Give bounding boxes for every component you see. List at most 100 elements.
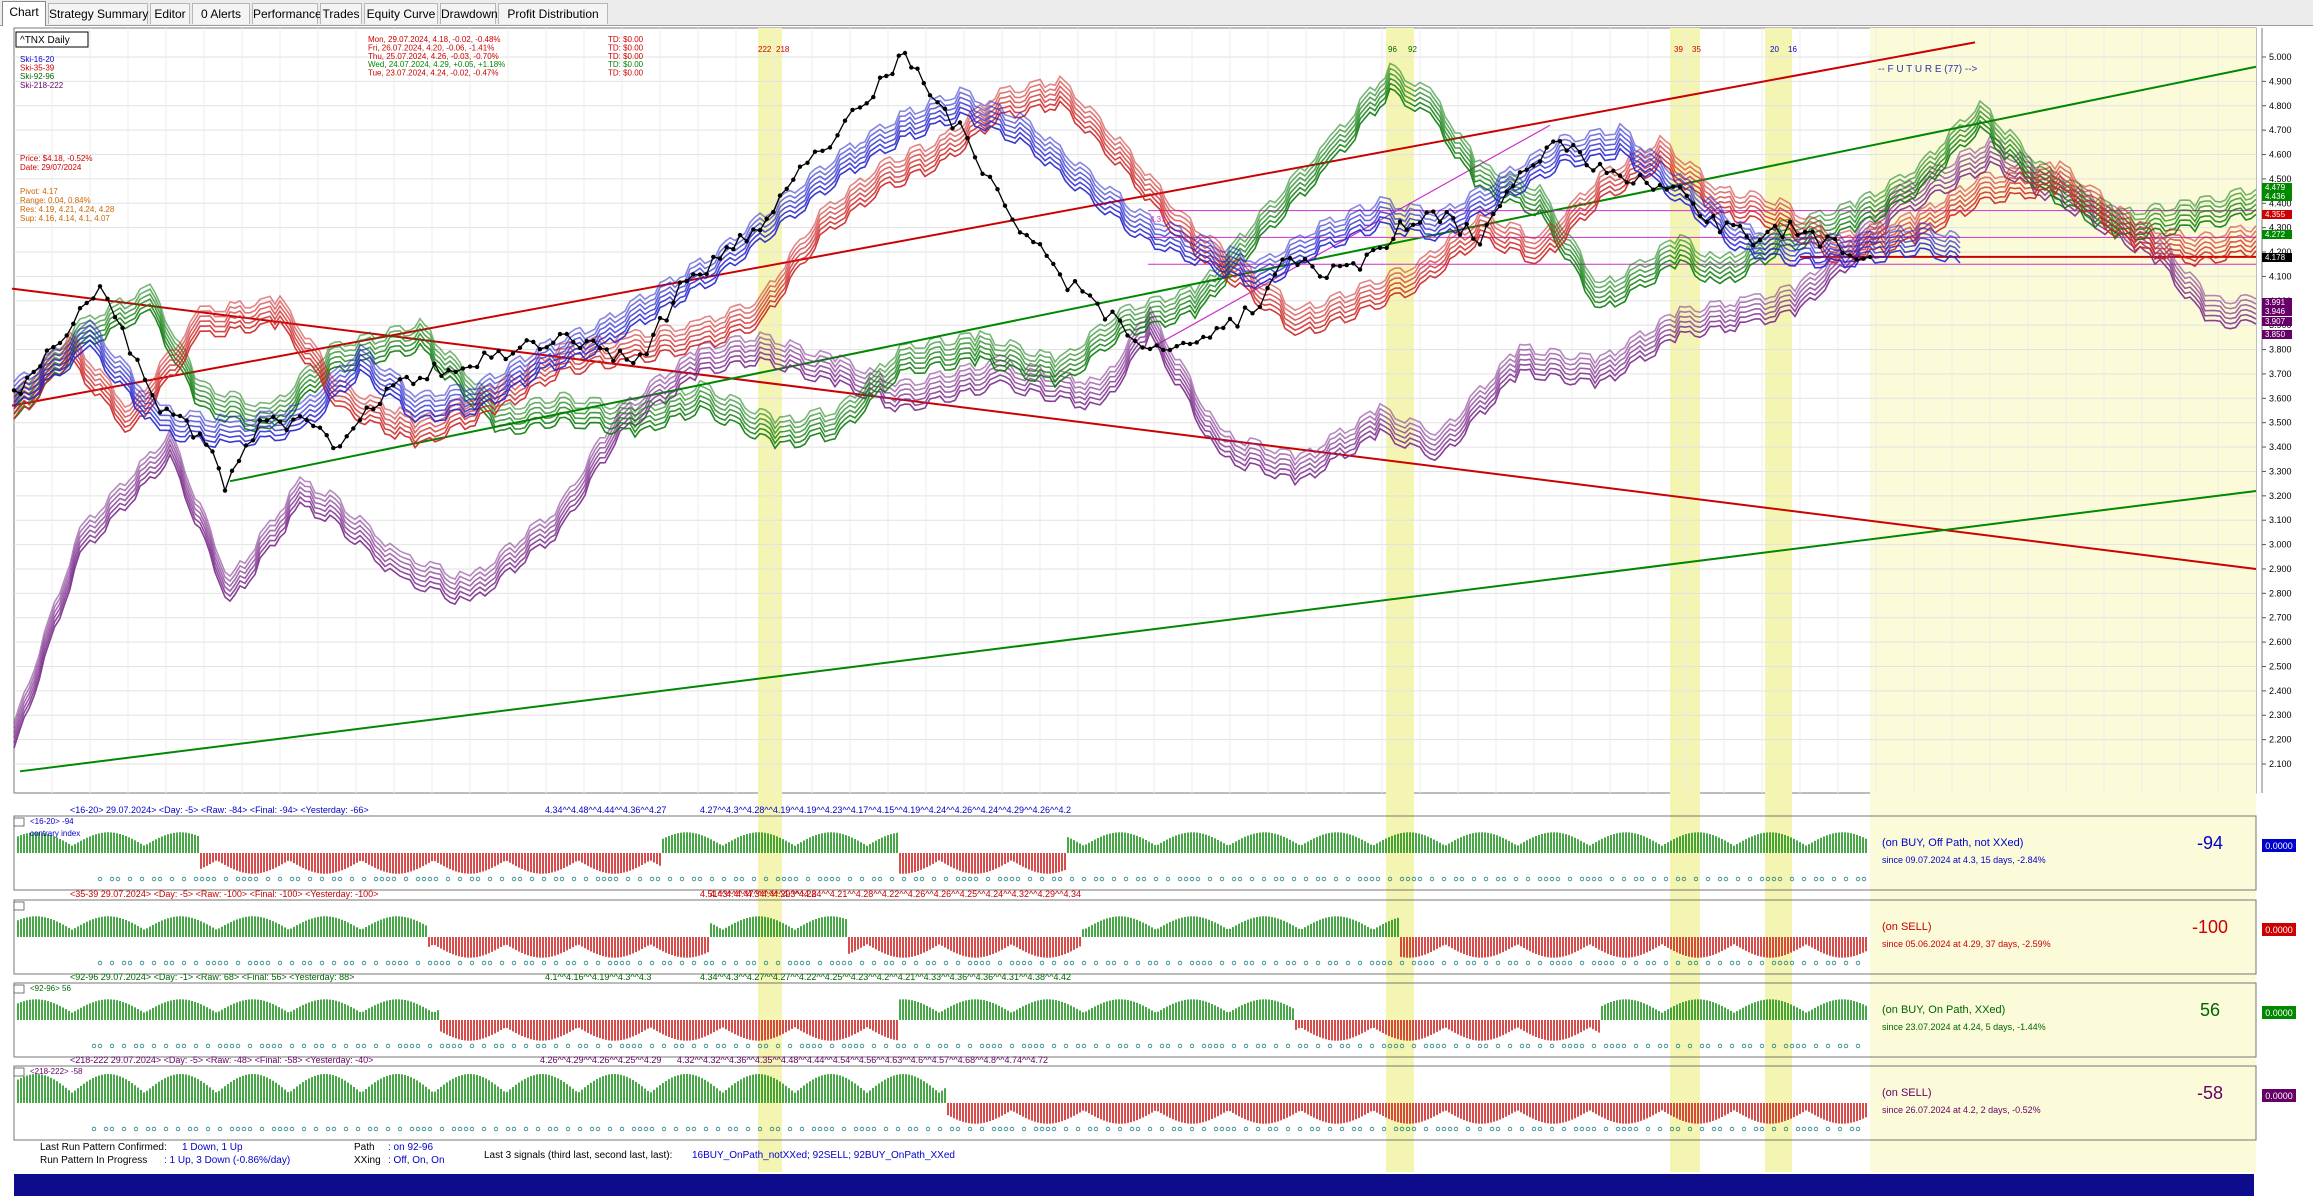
y-tick-label: 4.900 — [2269, 76, 2292, 86]
price-tag — [2262, 307, 2292, 316]
price-tag — [2262, 253, 2292, 262]
price-tag-label: 3.907 — [2265, 317, 2286, 326]
price-tag — [2262, 317, 2292, 326]
cycle-marker: 20 — [1770, 45, 1779, 54]
price-axis: 5.000 4.900 4.800 4.700 4.600 4.500 4.400 4.300… — [2261, 28, 2292, 793]
panel-header: <16-20> 29.07.2024> <Day: -5> <Raw: -84>… — [70, 805, 369, 815]
panel-since: since 09.07.2024 at 4.3, 15 days, -2.84% — [1882, 855, 2046, 865]
y-tick-label: 3.700 — [2269, 369, 2292, 379]
panel-status: (on BUY, On Path, XXed) — [1882, 1004, 2005, 1016]
panel-badge-label: 0.0000 — [2265, 1008, 2293, 1018]
recent-day-td: TD: $0.00 — [608, 60, 644, 69]
pivot-range: Range: 0.04, 0.84% — [20, 196, 91, 205]
price-date: Date: 29/07/2024 — [20, 163, 82, 172]
panel-since: since 05.06.2024 at 4.29, 37 days, -2.59… — [1882, 939, 2051, 949]
tab-editor[interactable]: Editor — [150, 3, 190, 24]
panel-values: 4.51^^4.4^^4.34^^4.29^^4.28 — [700, 889, 816, 899]
pivot-pivot: Pivot: 4.17 — [20, 187, 58, 196]
recent-day-td: TD: $0.00 — [608, 69, 644, 78]
price-tag — [2262, 230, 2292, 239]
legend-item: Ski-35-39 — [20, 64, 55, 73]
panel-badge — [2262, 1006, 2296, 1019]
price-info: Price: $4.18, -0.52% — [20, 154, 92, 163]
tab-0-alerts[interactable]: 0 Alerts — [192, 3, 250, 24]
price-tag — [2262, 192, 2292, 201]
y-tick-label: 4.100 — [2269, 271, 2292, 281]
tab-strategy-summary[interactable]: Strategy Summary — [48, 3, 148, 24]
last-run-value: 1 Down, 1 Up — [182, 1142, 243, 1153]
y-tick-label: 3.000 — [2269, 540, 2292, 550]
progress-value: : 1 Up, 3 Down (-0.86%/day) — [164, 1155, 290, 1166]
price-tag-label: 4.178 — [2265, 253, 2286, 262]
recent-day-td: TD: $0.00 — [608, 52, 644, 61]
price-tag — [2262, 210, 2292, 219]
panel-header: <218-222 29.07.2024> <Day: -5> <Raw: -48… — [70, 1055, 373, 1065]
price-tag — [2262, 298, 2292, 307]
cycle-marker: 35 — [1692, 45, 1701, 54]
tab-profit-distribution[interactable]: Profit Distribution — [498, 3, 608, 24]
panel-collapse-button[interactable] — [13, 1067, 25, 1077]
tab-trades[interactable]: Trades — [320, 3, 362, 24]
tab-chart[interactable]: Chart — [2, 1, 46, 26]
panel-values-2: 4.43^^4.47^^4.4^^4.3^^4.24^^4.21^^4.28^^… — [710, 889, 1081, 899]
symbol-label: ^TNX Daily — [20, 35, 70, 46]
panel-values: 4.1^^4.16^^4.19^^4.3^^4.3 — [545, 972, 651, 982]
y-tick-label: 3.800 — [2269, 345, 2292, 355]
indicator-panel-35-39: <35-39 29.07.2024> <Day: -5> <Raw: -100>… — [13, 889, 2296, 975]
panel-values: 4.34^^4.48^^4.44^^4.36^^4.27 — [545, 805, 666, 815]
y-tick-label: 2.400 — [2269, 686, 2292, 696]
pivot-res: Res: 4.19, 4.21, 4.24, 4.28 — [20, 205, 115, 214]
panel-badge-label: 0.0000 — [2265, 841, 2293, 851]
chart-area[interactable]: ^TNX Daily Ski-16-20Ski-35-39Ski-92-96Ski… — [0, 26, 2313, 1199]
panel-collapse-button[interactable] — [13, 817, 25, 827]
panel-collapse-button[interactable] — [13, 984, 25, 994]
panel-score: -58 — [2197, 1083, 2223, 1103]
price-tag-label: 4.272 — [2265, 230, 2286, 239]
level-label: 4.37 — [1150, 215, 1166, 224]
panel-values-2: 4.27^^4.3^^4.28^^4.19^^4.19^^4.23^^4.17^… — [700, 805, 1071, 815]
panel-status: (on BUY, Off Path, not XXed) — [1882, 837, 2023, 849]
y-tick-label: 4.300 — [2269, 223, 2292, 233]
legend-item: Ski-16-20 — [20, 55, 55, 64]
panel-badge-label: 0.0000 — [2265, 1091, 2293, 1101]
panel-score: -100 — [2192, 917, 2228, 937]
recent-day-td: TD: $0.00 — [608, 43, 644, 52]
price-line — [11, 50, 1873, 493]
price-tag-label: 3.991 — [2265, 298, 2286, 307]
recent-day: Fri, 26.07.2024, 4.20, -0.06, -1.41% — [368, 43, 494, 52]
signals-label: Last 3 signals (third last, second last,… — [484, 1150, 672, 1161]
y-tick-label: 4.200 — [2269, 247, 2292, 257]
tab-performance[interactable]: Performance — [252, 3, 322, 24]
legend-item: Ski-92-96 — [20, 72, 55, 81]
panel-status: (on SELL) — [1882, 1087, 1932, 1099]
tab-equity-curve[interactable]: Equity Curve — [364, 3, 438, 24]
cycle-marker: 92 — [1408, 45, 1417, 54]
progress-label: Run Pattern In Progress — [40, 1155, 147, 1166]
panel-status: (on SELL) — [1882, 921, 1932, 933]
panel-collapse-button[interactable] — [13, 901, 25, 911]
panel-sub-2: contrary index — [30, 829, 80, 838]
y-tick-label: 3.500 — [2269, 418, 2292, 428]
y-tick-label: 5.000 — [2269, 52, 2292, 62]
y-tick-label: 2.500 — [2269, 661, 2292, 671]
tab-drawdown[interactable]: Drawdown — [440, 3, 498, 24]
signals-value: 16BUY_OnPath_notXXed; 92SELL; 92BUY_OnPa… — [692, 1150, 955, 1161]
recent-day: Thu, 25.07.2024, 4.26, -0.03, -0.70% — [368, 52, 499, 61]
recent-day: Wed, 24.07.2024, 4.29, +0.05, +1.18% — [368, 60, 505, 69]
y-tick-label: 2.600 — [2269, 637, 2292, 647]
y-tick-label: 3.300 — [2269, 466, 2292, 476]
y-tick-label: 3.600 — [2269, 393, 2292, 403]
panel-header: <92-96 29.07.2024> <Day: -1> <Raw: 68> <… — [70, 972, 354, 982]
symbol-box[interactable] — [15, 31, 89, 48]
y-tick-label: 3.100 — [2269, 515, 2292, 525]
panel-badge — [2262, 1089, 2296, 1102]
price-tag — [2262, 330, 2292, 339]
xxing-value: : Off, On, On — [388, 1155, 445, 1166]
price-tag-label: 3.946 — [2265, 307, 2286, 316]
cycle-marker: 16 — [1788, 45, 1797, 54]
y-tick-label: 3.400 — [2269, 442, 2292, 452]
panel-header: <35-39 29.07.2024> <Day: -5> <Raw: -100>… — [70, 889, 378, 899]
price-tag-label: 3.850 — [2265, 330, 2286, 339]
panel-values: 4.26^^4.29^^4.26^^4.25^^4.29 — [540, 1055, 661, 1065]
y-tick-label: 2.200 — [2269, 735, 2292, 745]
